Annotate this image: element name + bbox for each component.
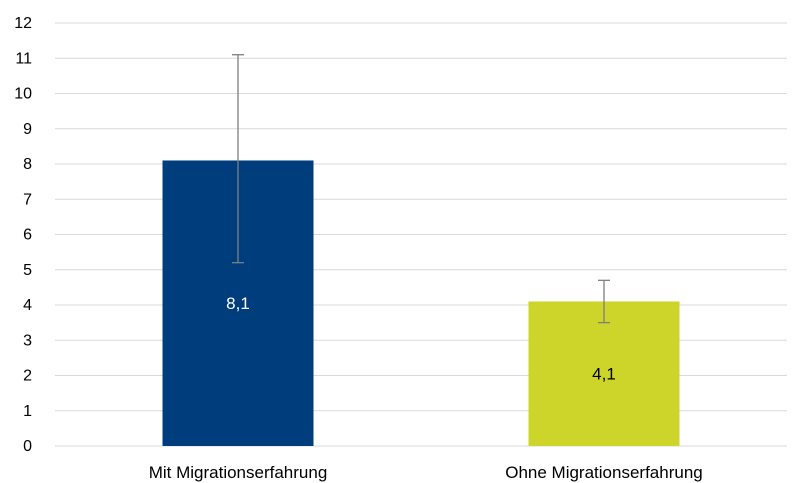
- y-tick-label: 3: [23, 332, 32, 349]
- x-axis-categories: Mit Migrationserfahrung Ohne Migrationser…: [149, 463, 703, 482]
- y-tick-label: 0: [23, 438, 32, 455]
- y-tick-label: 4: [23, 297, 32, 314]
- y-tick-label: 6: [23, 227, 32, 244]
- data-labels: 8,1 4,1: [226, 294, 616, 384]
- y-tick-label: 12: [14, 15, 32, 32]
- bar-2: [528, 301, 680, 446]
- y-tick-label: 1: [23, 403, 32, 420]
- y-tick-label: 2: [23, 368, 32, 385]
- y-tick-label: 5: [23, 262, 32, 279]
- y-tick-label: 11: [15, 50, 32, 67]
- x-category-label: Ohne Migrationserfahrung: [505, 463, 703, 482]
- bars: [162, 160, 680, 446]
- y-tick-label: 10: [14, 86, 32, 103]
- y-tick-label: 9: [23, 121, 32, 138]
- x-category-label: Mit Migrationserfahrung: [149, 463, 328, 482]
- y-tick-label: 8: [23, 156, 32, 173]
- y-tick-label: 7: [23, 191, 32, 208]
- error-bars: [232, 54, 610, 324]
- data-label-1: 8,1: [226, 294, 250, 313]
- data-label-2: 4,1: [592, 365, 616, 384]
